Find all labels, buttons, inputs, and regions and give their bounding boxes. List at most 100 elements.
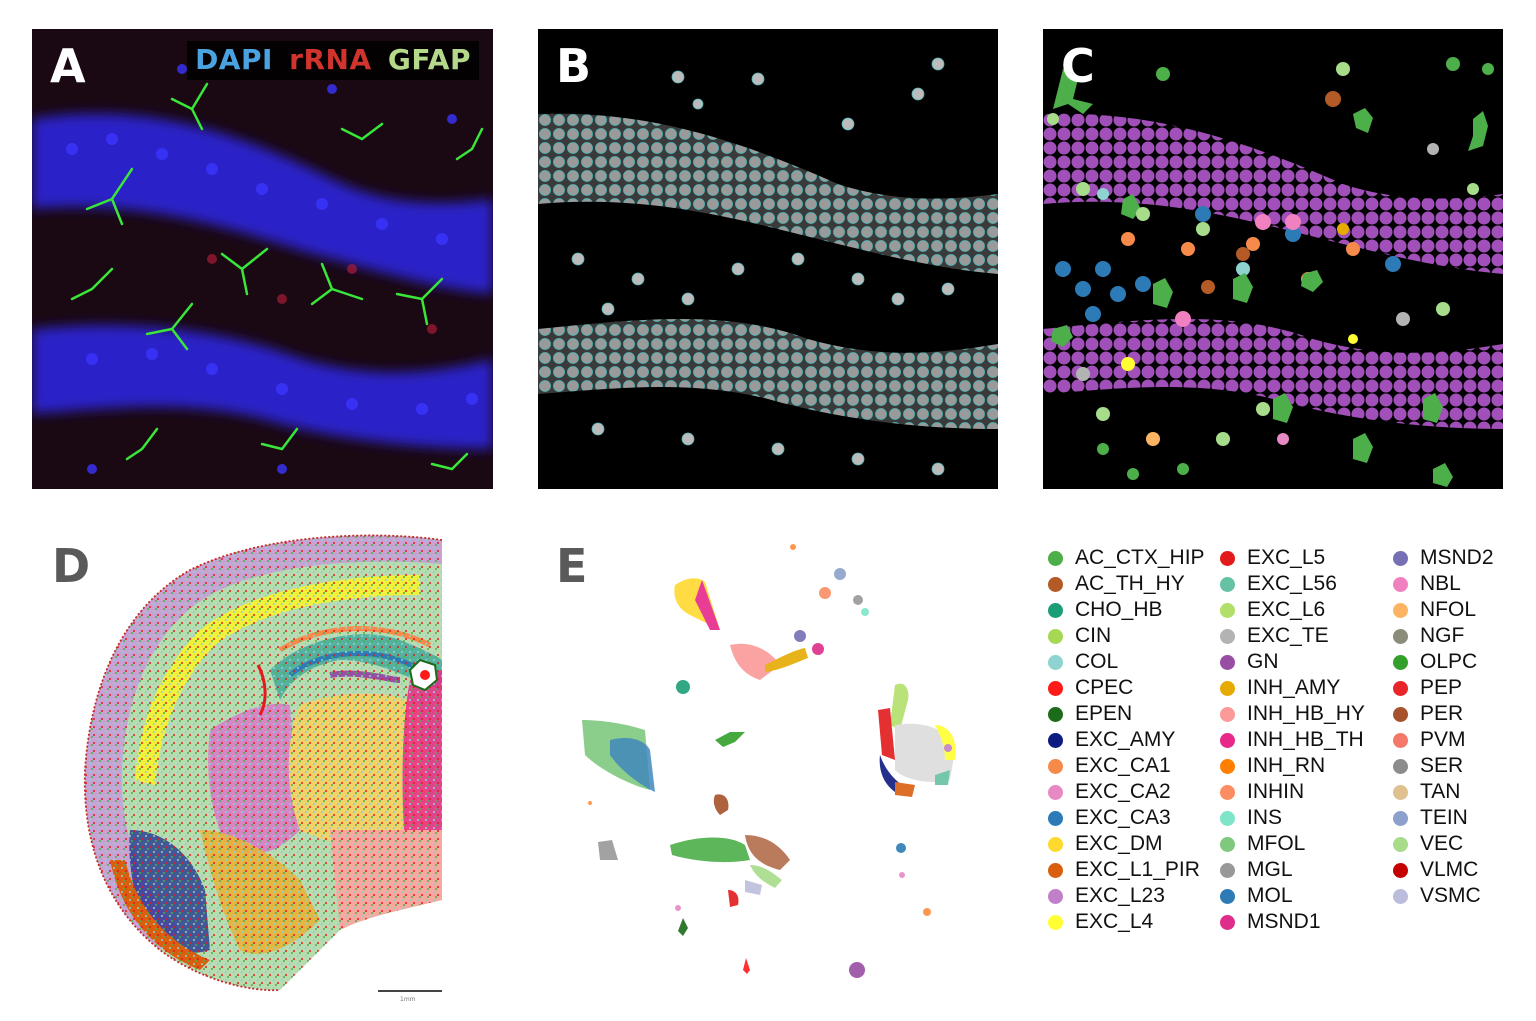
legend-item: CPEC (1045, 675, 1217, 701)
legend-item: INS (1217, 805, 1390, 831)
legend-swatch-icon (1393, 810, 1408, 826)
scale-bar-label: 1mm (400, 996, 416, 1003)
legend-column-2: EXC_L5 EXC_L56 EXC_L6 EXC_TE GN INH_AMY … (1217, 545, 1390, 945)
stain-gfap-label: GFAP (387, 43, 471, 76)
legend-item: NBL (1390, 571, 1530, 597)
legend-swatch-icon (1393, 628, 1408, 644)
legend-swatch-icon (1048, 862, 1063, 878)
legend-item: EXC_L23 (1045, 883, 1217, 909)
legend-label: PEP (1420, 676, 1463, 699)
legend-swatch-icon (1220, 602, 1235, 618)
legend-label: CHO_HB (1075, 598, 1163, 621)
legend-label: EXC_CA1 (1075, 754, 1171, 777)
legend-item: VEC (1390, 831, 1530, 857)
umap-plot (582, 544, 956, 978)
panel-label-e: E (556, 539, 588, 593)
legend-item: NFOL (1390, 597, 1530, 623)
legend-label: EXC_CA2 (1075, 780, 1171, 803)
legend-swatch-icon (1220, 810, 1235, 826)
legend-swatch-icon (1393, 654, 1408, 670)
legend-label: VSMC (1420, 884, 1481, 907)
legend-label: COL (1075, 650, 1119, 673)
legend-item: OLPC (1390, 649, 1530, 675)
legend-label: INH_AMY (1247, 676, 1341, 699)
legend-item: INH_HB_HY (1217, 701, 1390, 727)
legend-label: INH_HB_TH (1247, 728, 1364, 751)
legend-label: PVM (1420, 728, 1466, 751)
legend-item: EXC_CA2 (1045, 779, 1217, 805)
legend-item: AC_CTX_HIP (1045, 545, 1217, 571)
panel-label-b: B (556, 39, 592, 93)
legend-label: PER (1420, 702, 1464, 725)
legend-label: EXC_AMY (1075, 728, 1176, 751)
legend-swatch-icon (1048, 550, 1063, 566)
legend-item: TEIN (1390, 805, 1530, 831)
legend-column-3: MSND2 NBL NFOL NGF OLPC PEP PER PVM SER … (1390, 545, 1530, 945)
legend-swatch-icon (1220, 628, 1235, 644)
legend-item: EXC_L5 (1217, 545, 1390, 571)
legend-item: INH_RN (1217, 753, 1390, 779)
legend-item: PVM (1390, 727, 1530, 753)
legend-label: MSND1 (1247, 910, 1321, 933)
legend-swatch-icon (1048, 732, 1063, 748)
legend-swatch-icon (1220, 550, 1235, 566)
legend-swatch-icon (1048, 810, 1063, 826)
legend-item: EXC_TE (1217, 623, 1390, 649)
legend-item: GN (1217, 649, 1390, 675)
legend-item: EXC_L56 (1217, 571, 1390, 597)
legend-swatch-icon (1048, 602, 1063, 618)
legend-item: EXC_L1_PIR (1045, 857, 1217, 883)
legend-swatch-icon (1220, 732, 1235, 748)
legend-item: EXC_CA3 (1045, 805, 1217, 831)
legend-label: INHIN (1247, 780, 1305, 803)
panel-label-d: D (52, 539, 91, 593)
panel-label-c: C (1061, 39, 1095, 93)
legend-label: EXC_DM (1075, 832, 1163, 855)
legend-label: AC_CTX_HIP (1075, 546, 1205, 569)
legend-label: TAN (1420, 780, 1461, 803)
legend-swatch-icon (1048, 706, 1063, 722)
legend-item: CHO_HB (1045, 597, 1217, 623)
legend-swatch-icon (1393, 862, 1408, 878)
legend-swatch-icon (1048, 914, 1063, 930)
legend-swatch-icon (1393, 732, 1408, 748)
legend-label: EXC_CA3 (1075, 806, 1171, 829)
legend-label: INH_RN (1247, 754, 1326, 777)
legend-item: VSMC (1390, 883, 1530, 909)
legend-swatch-icon (1393, 550, 1408, 566)
legend-swatch-icon (1220, 706, 1235, 722)
panel-b-segmentation-image: B (538, 29, 998, 489)
legend-item: INH_HB_TH (1217, 727, 1390, 753)
segmentation-image (538, 29, 998, 489)
legend-label: EXC_L1_PIR (1075, 858, 1200, 881)
legend-item: EXC_DM (1045, 831, 1217, 857)
legend-label: EXC_L6 (1247, 598, 1326, 621)
legend-column-1: AC_CTX_HIP AC_TH_HY CHO_HB CIN COL CPEC … (1045, 545, 1217, 945)
fluorescence-image (32, 29, 493, 489)
legend-label: MSND2 (1420, 546, 1494, 569)
legend-item: AC_TH_HY (1045, 571, 1217, 597)
legend-label: VLMC (1420, 858, 1479, 881)
legend-label: CIN (1075, 624, 1112, 647)
panel-a-fluorescence-image: A DAPI rRNA GFAP (32, 29, 493, 489)
legend-item: TAN (1390, 779, 1530, 805)
legend-swatch-icon (1393, 602, 1408, 618)
legend-label: TEIN (1420, 806, 1468, 829)
legend-item: MOL (1217, 883, 1390, 909)
legend-swatch-icon (1048, 758, 1063, 774)
legend-swatch-icon (1220, 914, 1235, 930)
stain-legend: DAPI rRNA GFAP (187, 41, 479, 80)
legend-item: EXC_L4 (1045, 909, 1217, 935)
legend-label: GN (1247, 650, 1279, 673)
legend-label: CPEC (1075, 676, 1134, 699)
legend-label: EXC_L5 (1247, 546, 1326, 569)
legend-label: MFOL (1247, 832, 1306, 855)
legend-item: MSND1 (1217, 909, 1390, 935)
legend-item: EPEN (1045, 701, 1217, 727)
legend-label: NBL (1420, 572, 1461, 595)
legend-swatch-icon (1393, 680, 1408, 696)
legend-swatch-icon (1048, 888, 1063, 904)
legend-item: VLMC (1390, 857, 1530, 883)
legend-swatch-icon (1048, 836, 1063, 852)
legend-label: MOL (1247, 884, 1293, 907)
